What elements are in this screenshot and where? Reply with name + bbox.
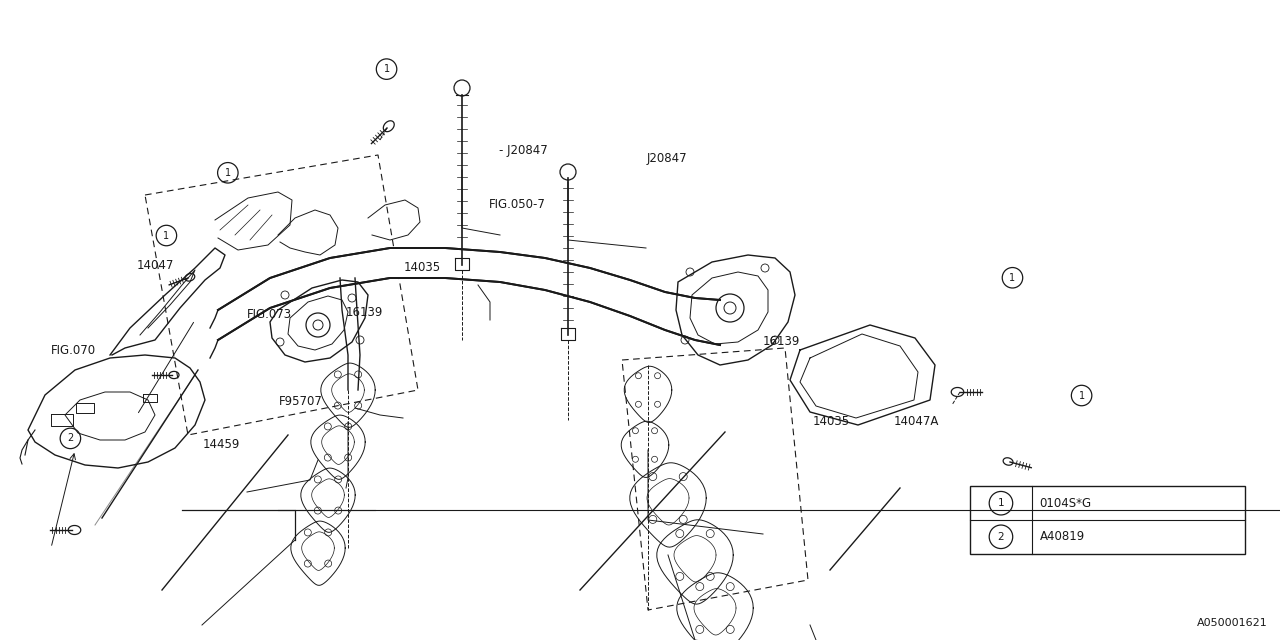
Text: F95707: F95707	[279, 396, 323, 408]
Text: A40819: A40819	[1039, 531, 1085, 543]
Polygon shape	[790, 325, 934, 425]
Text: 14047: 14047	[137, 259, 174, 272]
Text: A050001621: A050001621	[1197, 618, 1268, 628]
Text: 14035: 14035	[403, 261, 440, 274]
Text: 1: 1	[1010, 273, 1015, 283]
Bar	[970, 486, 1245, 554]
Text: 14035: 14035	[813, 415, 850, 428]
Polygon shape	[218, 248, 721, 345]
Text: 1: 1	[164, 230, 169, 241]
Text: 1: 1	[1079, 390, 1084, 401]
Text: 2: 2	[997, 532, 1005, 542]
Text: 14047A: 14047A	[893, 415, 938, 428]
Text: 16139: 16139	[346, 306, 383, 319]
Text: 16139: 16139	[763, 335, 800, 348]
Text: 14459: 14459	[202, 438, 239, 451]
Text: 1: 1	[997, 498, 1005, 508]
Text: 1: 1	[225, 168, 230, 178]
Text: FIG.070: FIG.070	[51, 344, 96, 357]
Text: J20847: J20847	[646, 152, 687, 165]
Text: - J20847: - J20847	[499, 144, 548, 157]
Text: FIG.073: FIG.073	[247, 308, 292, 321]
Text: 2: 2	[68, 433, 73, 444]
Text: 0104S*G: 0104S*G	[1039, 497, 1092, 509]
Text: FIG.050-7: FIG.050-7	[489, 198, 545, 211]
Text: 1: 1	[384, 64, 389, 74]
